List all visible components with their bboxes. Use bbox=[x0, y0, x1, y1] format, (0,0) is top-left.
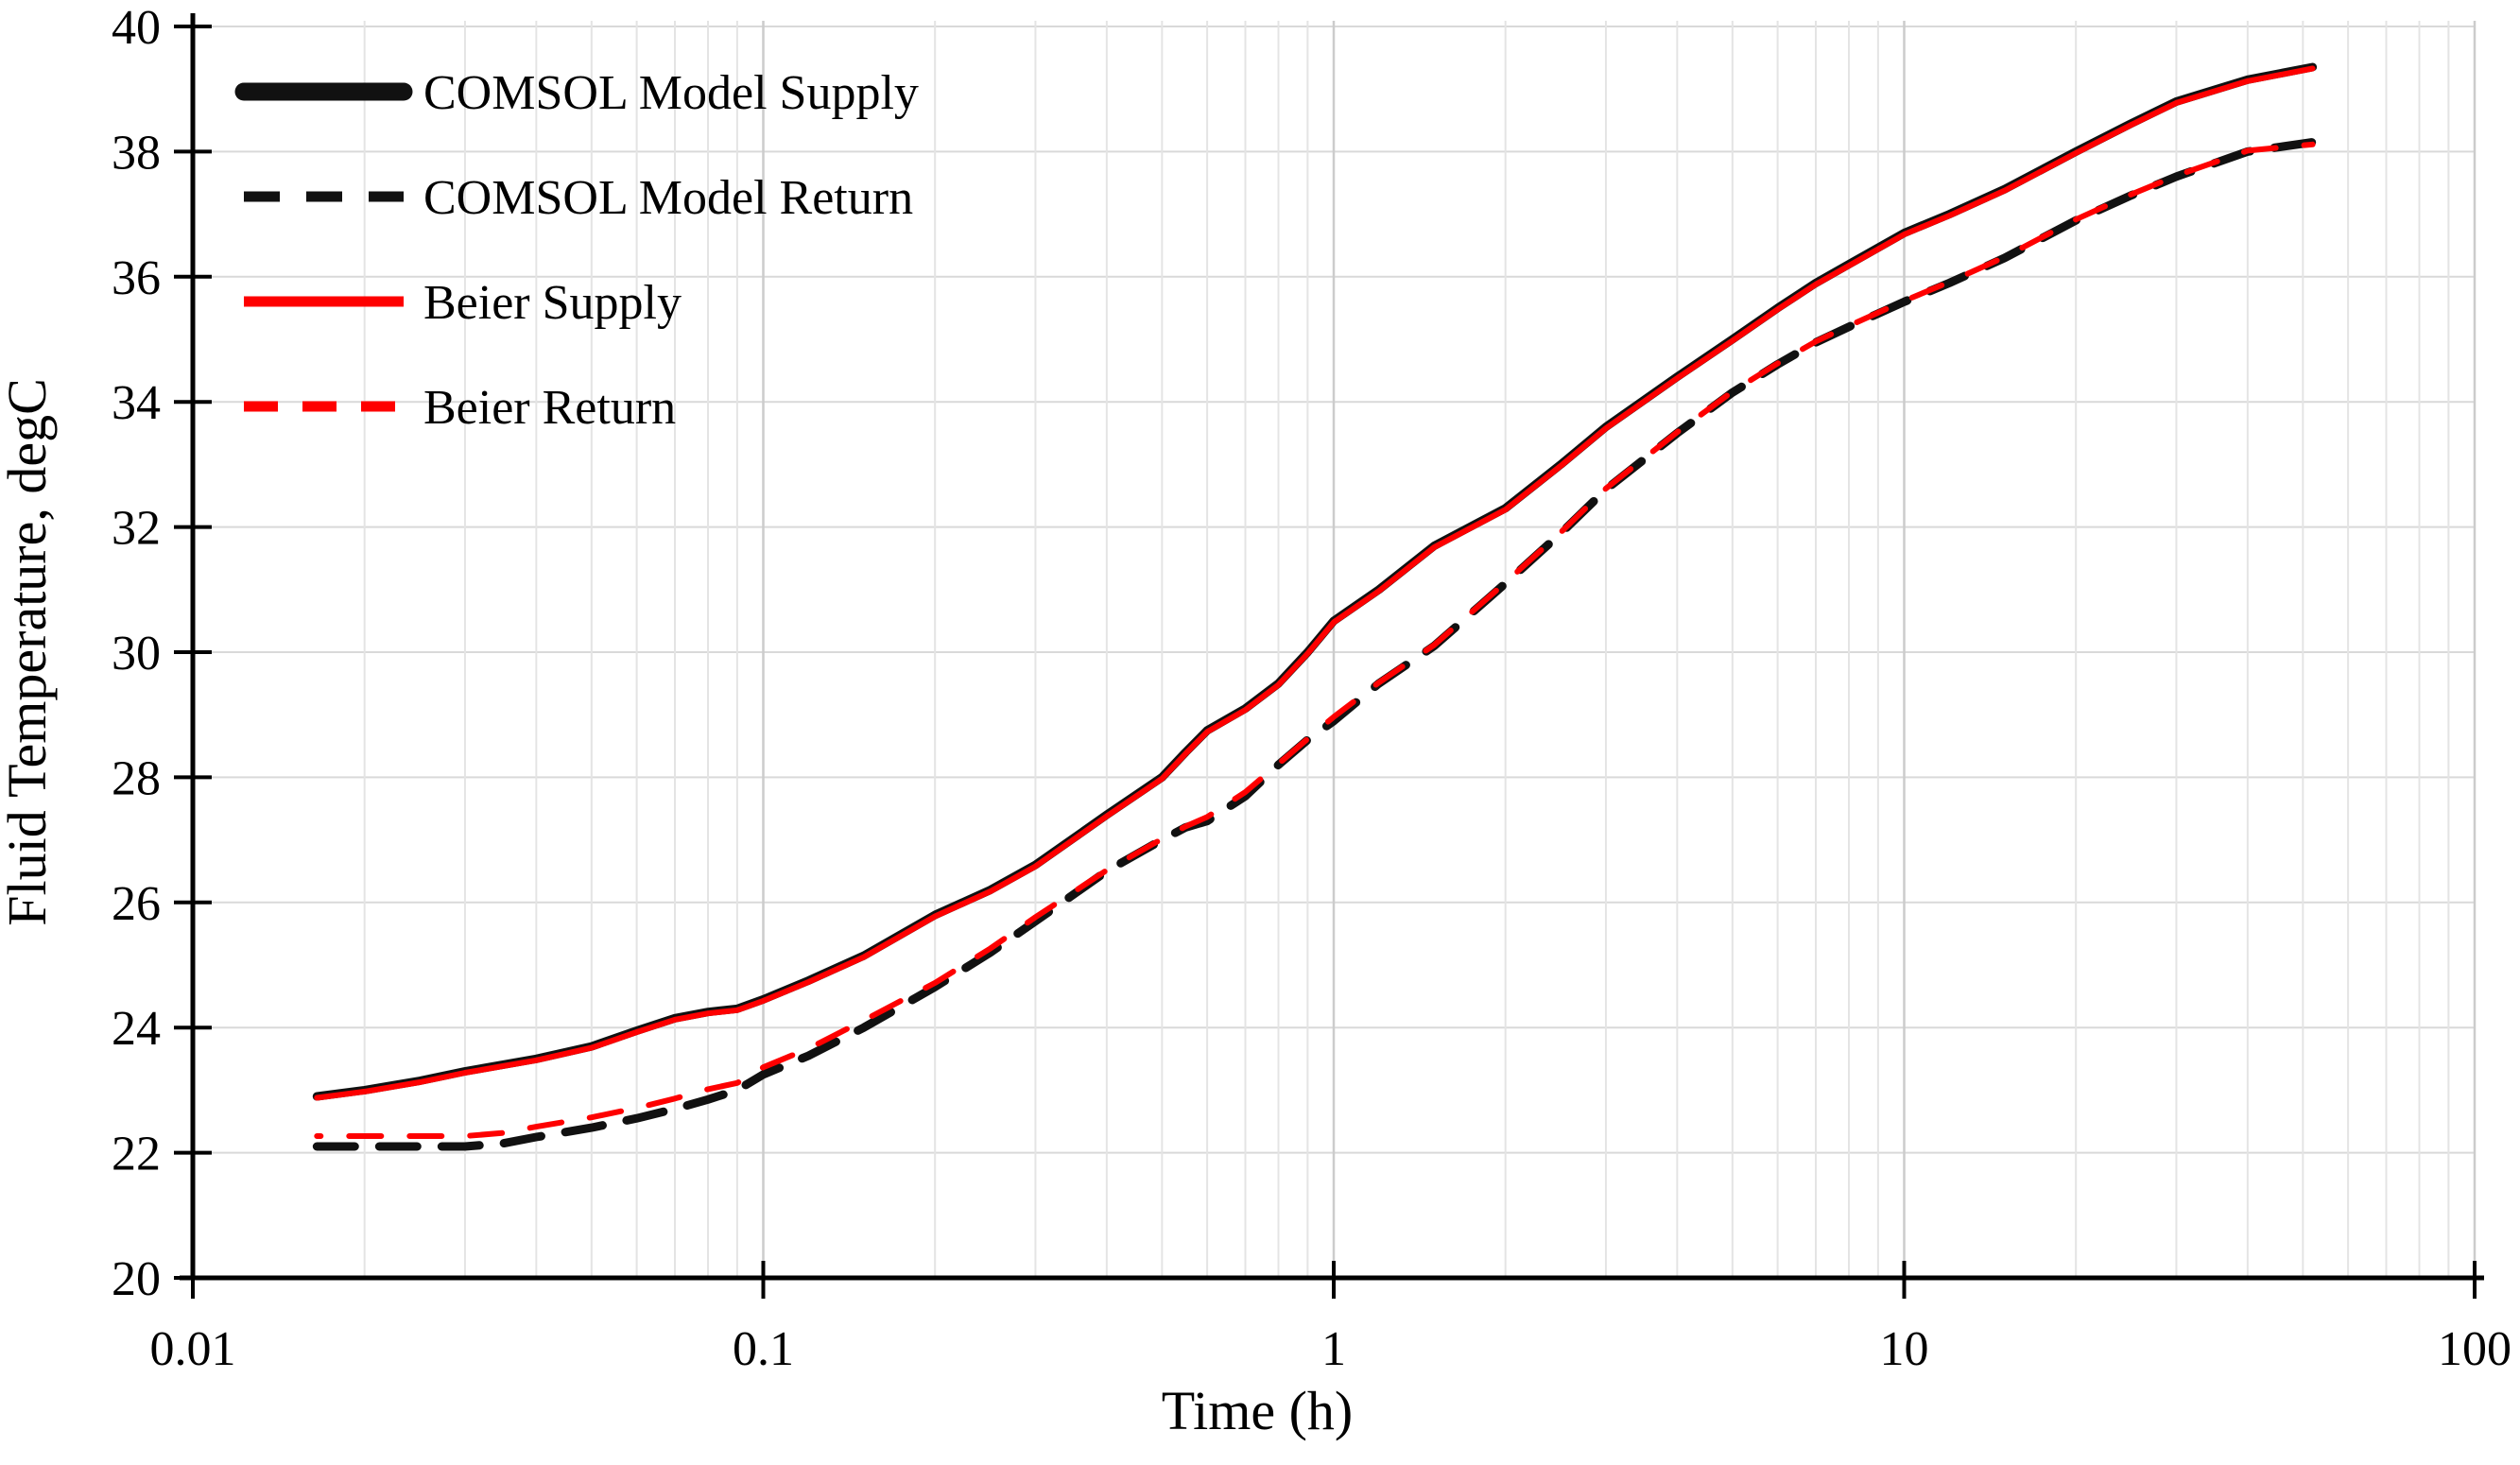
legend: COMSOL Model Supply COMSOL Model Return Be… bbox=[234, 66, 919, 435]
y-tick-label: 30 bbox=[112, 627, 161, 681]
y-tick-label: 32 bbox=[112, 502, 161, 556]
y-tick-label: 40 bbox=[112, 1, 161, 55]
series-beier-supply bbox=[314, 65, 2316, 1101]
y-tick-label: 24 bbox=[112, 1002, 161, 1056]
y-tick-label: 22 bbox=[112, 1128, 161, 1181]
x-tick-label: 0.01 bbox=[150, 1322, 236, 1376]
y-tick-label: 26 bbox=[112, 877, 161, 931]
gridlines bbox=[193, 21, 2477, 1278]
y-tick-label: 36 bbox=[112, 251, 161, 305]
x-tick-label: 0.1 bbox=[733, 1322, 794, 1376]
tick-labels: 20 22 24 26 28 30 32 34 36 38 40 0.01 0.1 1 10 100 bbox=[112, 1, 2511, 1376]
legend-label: Beier Supply bbox=[423, 276, 682, 330]
axes bbox=[174, 13, 2484, 1299]
series-comsol-model-return bbox=[312, 138, 2318, 1151]
x-tick-label: 1 bbox=[1321, 1322, 1346, 1376]
series-beier-return bbox=[314, 141, 2316, 1139]
y-tick-label: 38 bbox=[112, 126, 161, 180]
legend-label: COMSOL Model Supply bbox=[423, 66, 919, 120]
legend-label: Beier Return bbox=[423, 381, 676, 435]
x-tick-label: 100 bbox=[2438, 1322, 2511, 1376]
x-tick-label: 10 bbox=[1880, 1322, 1929, 1376]
y-tick-label: 34 bbox=[112, 376, 161, 430]
y-axis-title: Fluid Temperature, degC bbox=[0, 378, 58, 926]
y-tick-label: 28 bbox=[112, 751, 161, 805]
x-axis-title: Time (h) bbox=[1162, 1380, 1354, 1441]
y-tick-label: 20 bbox=[112, 1252, 161, 1306]
legend-label: COMSOL Model Return bbox=[423, 171, 913, 225]
data-series bbox=[312, 62, 2318, 1151]
